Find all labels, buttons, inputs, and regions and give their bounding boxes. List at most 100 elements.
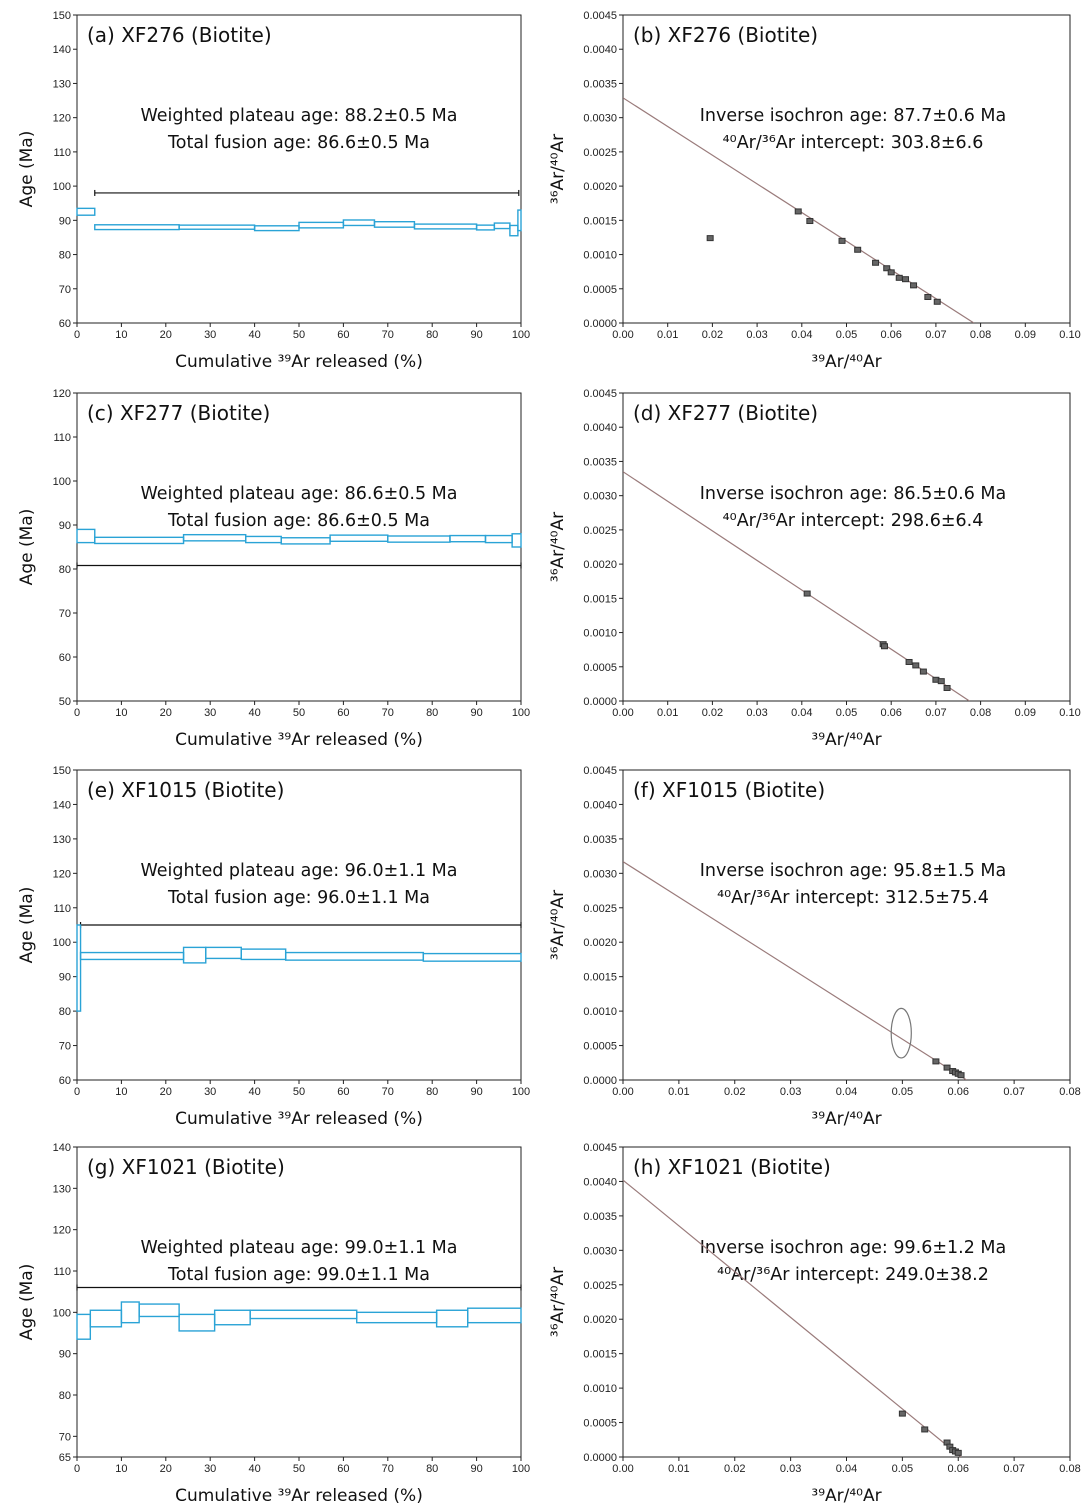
x-tick-label: 0.00 [612, 707, 633, 719]
y-tick-label: 120 [53, 868, 71, 880]
x-axis-label: Cumulative ³⁹Ar released (%) [175, 352, 423, 372]
x-tick-label: 20 [160, 1086, 172, 1098]
age-step [517, 209, 522, 232]
plot-frame [76, 14, 522, 324]
y-tick-label: 130 [53, 78, 71, 90]
y-axis-label: Age (Ma) [17, 509, 37, 586]
x-tick-label: 0.10 [1059, 707, 1080, 719]
x-tick-label: 0.09 [1015, 707, 1036, 719]
y-tick-label: 80 [59, 564, 71, 576]
intercept-annotation: ⁴⁰Ar/³⁶Ar intercept: 298.6±6.4 [723, 511, 984, 531]
age-step [182, 533, 247, 542]
x-tick-label: 100 [512, 1463, 530, 1475]
panel-title: (a) XF276 (Biotite) [87, 23, 272, 47]
x-tick-label: 40 [248, 1086, 260, 1098]
data-point [838, 237, 846, 244]
y-tick-label: 150 [53, 10, 71, 22]
age-step [240, 948, 287, 961]
age-step [79, 951, 185, 961]
panel-title: (f) XF1015 (Biotite) [633, 778, 825, 802]
x-tick-label: 80 [426, 1086, 438, 1098]
x-tick-label: 90 [470, 329, 482, 341]
y-tick-label: 0.0020 [583, 937, 617, 949]
age-step [178, 224, 256, 230]
x-tick-label: 0.00 [612, 329, 633, 341]
scatter-area [623, 471, 970, 701]
age-step [413, 223, 478, 230]
x-tick-label: 0.08 [970, 707, 991, 719]
x-tick-label: 70 [382, 329, 394, 341]
y-tick-label: 0.0015 [583, 1349, 617, 1361]
y-tick-label: 50 [59, 696, 71, 708]
panel-h: 0.00 0.01 0.02 0.03 0.04 0.05 0.06 0.07 0.08 0.00… [548, 1142, 1081, 1504]
x-tick-label: 90 [470, 1086, 482, 1098]
age-step [449, 534, 487, 543]
age-step [76, 207, 96, 216]
age-step [94, 224, 180, 231]
x-axis-label: Cumulative ³⁹Ar released (%) [175, 730, 423, 750]
age-annotation: Weighted plateau age: 86.6±0.5 Ma [140, 484, 457, 504]
x-tick-label: 60 [337, 1463, 349, 1475]
x-tick-label: 0.00 [612, 1463, 633, 1475]
age-step [76, 1313, 92, 1340]
age-step [182, 946, 207, 964]
plot-frame [622, 14, 1071, 324]
age-step [280, 537, 331, 545]
age-step [94, 536, 185, 545]
y-tick-label: 60 [59, 1075, 71, 1087]
y-tick-label: 0.0025 [583, 1280, 617, 1292]
x-tick-label: 100 [512, 329, 530, 341]
y-tick-label: 70 [59, 1041, 71, 1053]
y-tick-label: 70 [59, 608, 71, 620]
age-step [329, 534, 389, 542]
age-step [467, 1307, 522, 1324]
x-tick-label: 0.04 [791, 329, 812, 341]
age-annotation: Inverse isochron age: 87.7±0.6 Ma [700, 106, 1007, 126]
y-tick-label: 100 [53, 181, 71, 193]
x-tick-label: 80 [426, 329, 438, 341]
y-tick-label: 0.0035 [583, 78, 617, 90]
panel-title: (b) XF276 (Biotite) [633, 23, 818, 47]
x-tick-label: 0.02 [702, 329, 723, 341]
data-point [854, 246, 862, 253]
y-tick-label: 0.0015 [583, 972, 617, 984]
y-tick-label: 0.0025 [583, 147, 617, 159]
x-tick-label: 50 [293, 329, 305, 341]
x-tick-label: 0.05 [836, 707, 857, 719]
y-tick-label: 120 [53, 1225, 71, 1237]
age-step [205, 946, 242, 960]
x-tick-label: 40 [248, 1463, 260, 1475]
age-step [422, 952, 522, 962]
y-tick-label: 0.0035 [583, 1211, 617, 1223]
y-tick-label: 0.0045 [583, 388, 617, 400]
x-tick-label: 0.06 [880, 329, 901, 341]
data-point [943, 1064, 951, 1071]
y-tick-label: 0.0010 [583, 1006, 617, 1018]
scatter-area [623, 861, 967, 1080]
data-point [921, 1426, 929, 1433]
x-axis-label: ³⁹Ar/⁴⁰Ar [811, 352, 881, 372]
x-tick-label: 70 [382, 1463, 394, 1475]
x-tick-label: 0.03 [746, 707, 767, 719]
x-tick-label: 0.04 [836, 1463, 857, 1475]
x-tick-label: 60 [337, 707, 349, 719]
y-tick-label: 130 [53, 1183, 71, 1195]
y-tick-label: 0.0010 [583, 628, 617, 640]
intercept-annotation: ⁴⁰Ar/³⁶Ar intercept: 303.8±6.6 [723, 133, 984, 153]
intercept-annotation: Total fusion age: 96.0±1.1 Ma [167, 888, 430, 908]
x-tick-label: 70 [382, 1086, 394, 1098]
y-tick-label: 100 [53, 476, 71, 488]
age-step [178, 1313, 216, 1332]
panel-b: 0.00 0.01 0.02 0.03 0.04 0.05 0.06 0.07 0.08 0.09… [548, 10, 1081, 372]
x-tick-label: 0.01 [657, 707, 678, 719]
y-tick-label: 0.0040 [583, 799, 617, 811]
panel-d: 0.00 0.01 0.02 0.03 0.04 0.05 0.06 0.07 0.08 0.09… [548, 388, 1081, 750]
intercept-annotation: ⁴⁰Ar/³⁶Ar intercept: 249.0±38.2 [717, 1265, 989, 1285]
x-tick-label: 80 [426, 707, 438, 719]
y-tick-label: 65 [59, 1452, 71, 1464]
age-step [484, 534, 513, 544]
y-tick-label: 0.0000 [583, 696, 617, 708]
x-tick-label: 0.05 [836, 329, 857, 341]
y-tick-label: 60 [59, 318, 71, 330]
